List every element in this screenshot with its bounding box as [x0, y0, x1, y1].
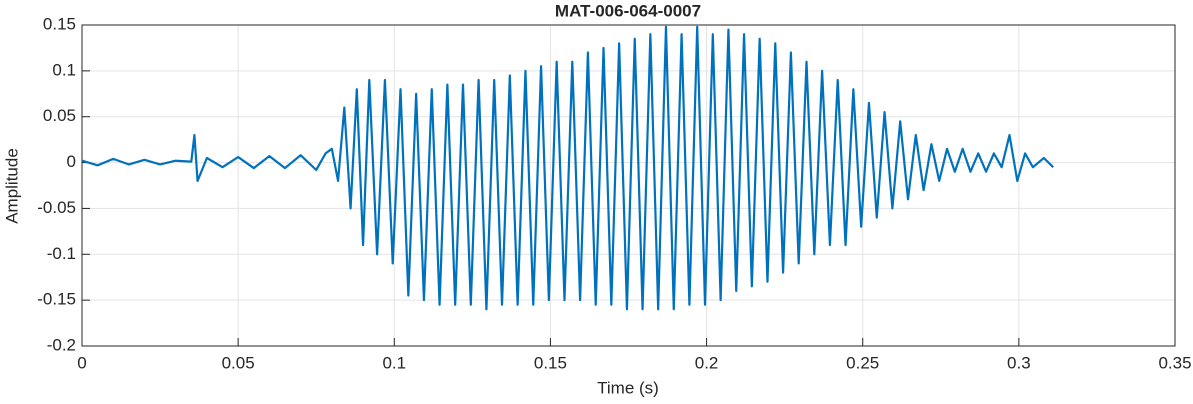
chart-title: MAT-006-064-0007 — [555, 1, 701, 20]
x-tick-label: 0.25 — [846, 353, 879, 372]
y-tick-label: -0.2 — [47, 335, 76, 354]
x-tick-label: 0.15 — [534, 353, 567, 372]
x-tick-label: 0.3 — [1007, 353, 1031, 372]
waveform-line — [81, 25, 1054, 311]
x-tick-label: 0.1 — [382, 353, 406, 372]
x-tick-label: 0.05 — [222, 353, 255, 372]
axes-box — [81, 24, 1176, 347]
y-tick-label: 0 — [67, 152, 76, 171]
y-tick-label: 0.15 — [43, 14, 76, 33]
y-tick-label: 0.05 — [43, 106, 76, 125]
x-axis-label: Time (s) — [597, 378, 659, 397]
y-tick-label: -0.05 — [37, 198, 76, 217]
y-tick-label: -0.1 — [47, 244, 76, 263]
y-tick-label: 0.1 — [52, 60, 76, 79]
y-axis-label: Amplitude — [2, 148, 21, 224]
x-tick-label: 0.35 — [1158, 353, 1191, 372]
x-tick-label: 0 — [77, 353, 86, 372]
x-tick-label: 0.2 — [695, 353, 719, 372]
y-tick-label: -0.15 — [37, 290, 76, 309]
plot-area — [82, 25, 1175, 346]
